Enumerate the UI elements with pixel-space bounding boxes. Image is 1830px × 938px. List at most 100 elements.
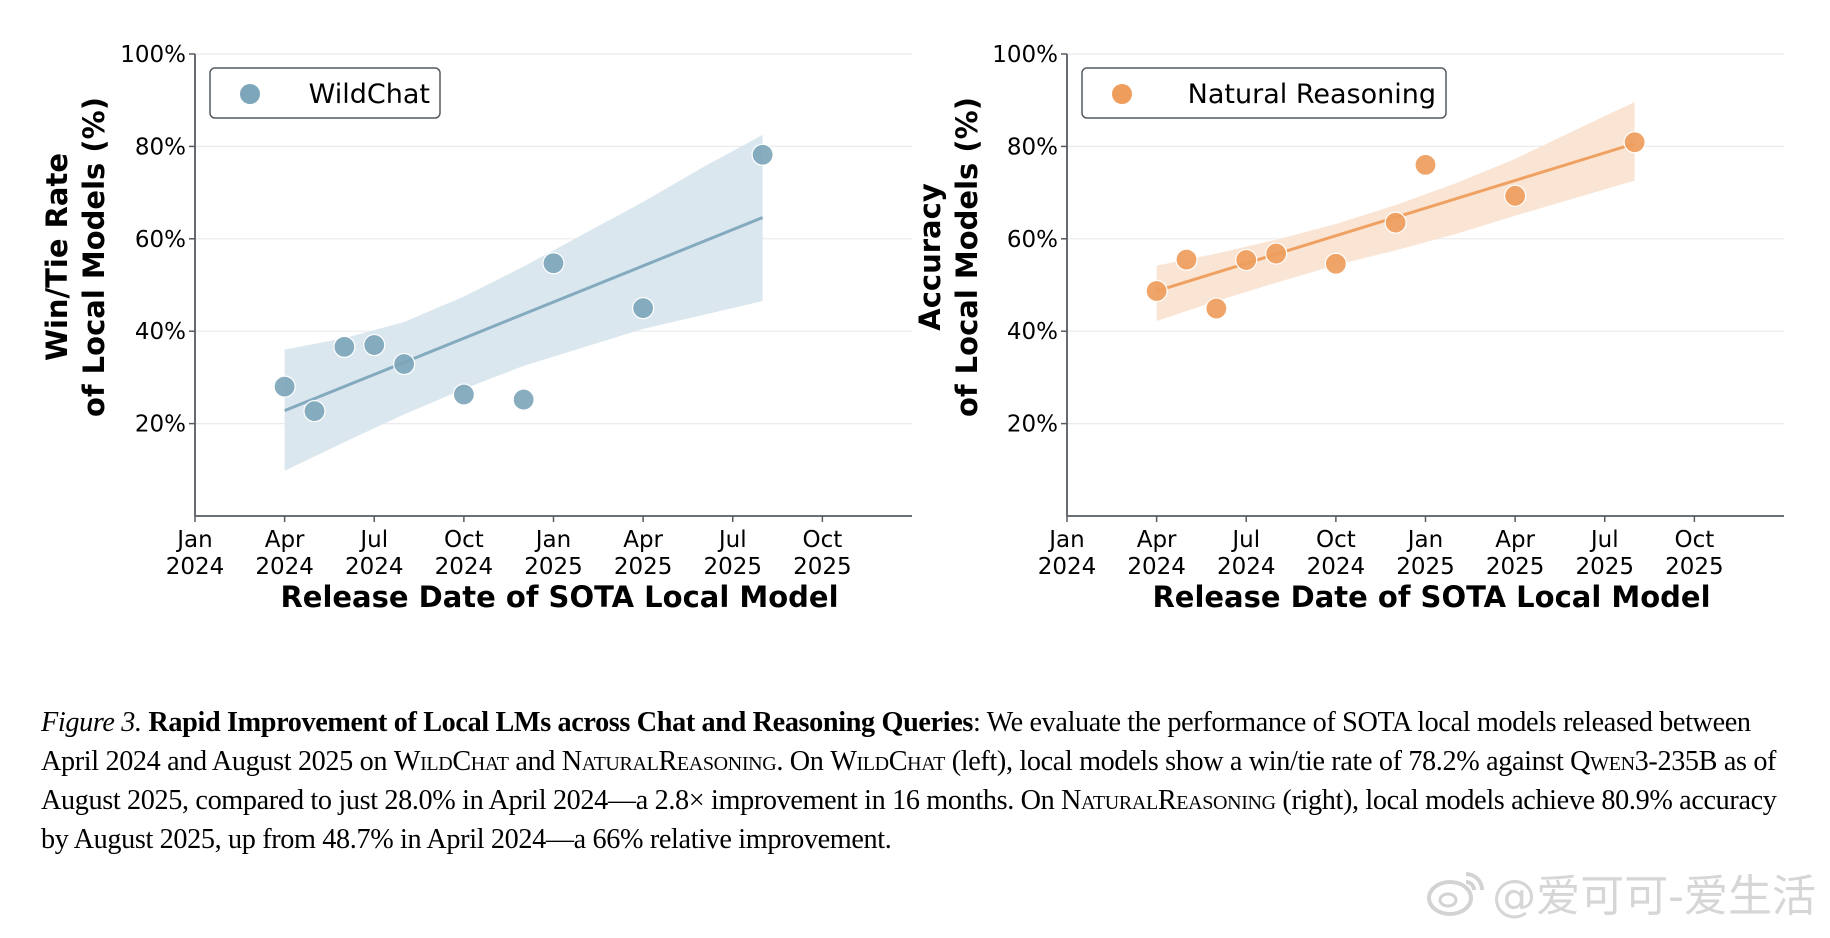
y-tick-label: 20% bbox=[1007, 412, 1058, 438]
caption-text: : We evaluate the performance of SOTA lo… bbox=[41, 707, 1751, 777]
data-point bbox=[393, 352, 416, 376]
legend: Natural Reasoning bbox=[1081, 67, 1447, 119]
confidence-band bbox=[284, 134, 763, 471]
x-tick-label-year: 2024 bbox=[1307, 554, 1366, 580]
x-tick-label-month: Apr bbox=[265, 527, 305, 553]
x-tick-label-year: 2025 bbox=[703, 554, 762, 580]
caption-text: (left), local models show a win/tie rate… bbox=[945, 746, 1571, 777]
x-tick-label-year: 2024 bbox=[435, 554, 494, 580]
x-tick-label-month: Jul bbox=[1230, 527, 1260, 553]
x-tick-label-year: 2024 bbox=[1038, 554, 1097, 580]
y-tick-label: 100% bbox=[992, 42, 1058, 68]
data-point bbox=[1265, 242, 1288, 265]
x-tick-label-year: 2025 bbox=[524, 554, 583, 580]
y-tick-label: 60% bbox=[1007, 227, 1058, 253]
y-axis-title-line1: Accuracy bbox=[913, 183, 947, 331]
y-tick-label: 40% bbox=[135, 319, 186, 345]
x-axis-title: Release Date of SOTA Local Model bbox=[1152, 580, 1710, 614]
natural-reasoning-chart: 20%40%60%80%100%Jan2024Apr2024Jul2024Oct… bbox=[913, 42, 1784, 614]
data-point bbox=[632, 297, 655, 320]
data-point bbox=[452, 383, 475, 406]
data-point bbox=[1205, 297, 1228, 320]
legend-box bbox=[1081, 67, 1447, 119]
trend-line bbox=[284, 216, 764, 413]
x-tick-label-year: 2024 bbox=[166, 554, 225, 580]
caption-text: and bbox=[508, 746, 562, 777]
dataset-name: NaturalReasoning bbox=[1061, 785, 1276, 816]
data-point bbox=[363, 333, 386, 357]
data-point bbox=[1504, 184, 1527, 207]
x-tick-label-month: Oct bbox=[1316, 527, 1356, 553]
x-tick-label-month: Jan bbox=[1047, 527, 1084, 553]
x-tick-label-month: Apr bbox=[1495, 527, 1535, 553]
caption-text: (right), local models achieve 80.9% accu… bbox=[41, 785, 1777, 855]
y-axis-title-line2: of Local Models (%) bbox=[77, 97, 111, 417]
legend-label: WildChat bbox=[309, 79, 430, 110]
caption-text: as of August 2025, compared to just 28.0… bbox=[41, 746, 1777, 816]
data-point bbox=[1175, 248, 1198, 271]
data-point bbox=[303, 400, 326, 423]
y-tick-label: 40% bbox=[1007, 319, 1058, 345]
figure-caption: Figure 3. Rapid Improvement of Local LMs… bbox=[41, 703, 1801, 859]
x-tick-label-month: Oct bbox=[1674, 527, 1714, 553]
x-axis-title: Release Date of SOTA Local Model bbox=[280, 580, 838, 614]
data-point bbox=[1324, 252, 1347, 275]
y-axis-title-line1: Win/Tie Rate bbox=[40, 153, 74, 361]
x-tick-label-month: Jan bbox=[175, 527, 212, 553]
caption-body: : We evaluate the performance of SOTA lo… bbox=[41, 707, 1777, 855]
x-tick-label-month: Apr bbox=[1137, 527, 1177, 553]
legend-label: Natural Reasoning bbox=[1188, 79, 1436, 110]
data-point bbox=[542, 252, 565, 275]
x-tick-label-year: 2024 bbox=[255, 554, 314, 580]
watermark-text: @爱可可-爱生活 bbox=[1492, 871, 1816, 922]
dataset-name: NaturalReasoning bbox=[561, 746, 777, 777]
y-tick-label: 80% bbox=[1007, 134, 1058, 160]
dataset-name: Qwen3-235B bbox=[1570, 746, 1718, 777]
x-tick-label-year: 2024 bbox=[345, 554, 404, 580]
x-tick-label-year: 2025 bbox=[1486, 554, 1545, 580]
x-tick-label-month: Jul bbox=[358, 527, 388, 553]
x-tick-label-month: Jan bbox=[1406, 527, 1443, 553]
data-point bbox=[273, 375, 296, 398]
legend: WildChat bbox=[209, 67, 441, 119]
x-tick-label-month: Jan bbox=[534, 527, 571, 553]
x-tick-label-year: 2025 bbox=[1396, 554, 1455, 580]
data-point bbox=[512, 388, 535, 411]
dataset-name: WildChat bbox=[830, 746, 946, 777]
x-tick-label-year: 2025 bbox=[1575, 554, 1634, 580]
figure-label: Figure 3. bbox=[41, 707, 142, 738]
x-tick-label-month: Apr bbox=[623, 527, 663, 553]
figure-title: Rapid Improvement of Local LMs across Ch… bbox=[148, 707, 973, 738]
x-tick-label-year: 2024 bbox=[1127, 554, 1186, 580]
data-point bbox=[1623, 131, 1646, 154]
y-tick-label: 100% bbox=[120, 42, 186, 68]
dataset-name: WildChat bbox=[393, 746, 509, 777]
x-tick-label-month: Jul bbox=[1589, 527, 1619, 553]
y-axis-title: Accuracy of Local Models (%) bbox=[913, 97, 984, 417]
y-axis-title-line2: of Local Models (%) bbox=[950, 97, 984, 417]
y-tick-label: 20% bbox=[135, 412, 186, 438]
data-point bbox=[1235, 248, 1258, 272]
legend-marker bbox=[240, 84, 260, 104]
x-tick-label-year: 2024 bbox=[1217, 554, 1276, 580]
x-tick-label-year: 2025 bbox=[793, 554, 852, 580]
legend-box bbox=[209, 67, 441, 119]
y-tick-label: 60% bbox=[135, 227, 186, 253]
weibo-icon bbox=[1427, 872, 1485, 916]
x-tick-label-month: Jul bbox=[717, 527, 747, 553]
y-axis-title: Win/Tie Rate of Local Models (%) bbox=[40, 97, 111, 417]
caption-text: . On bbox=[776, 746, 831, 777]
x-tick-label-month: Oct bbox=[802, 527, 842, 553]
wildchat-chart: 20%40%60%80%100%Jan2024Apr2024Jul2024Oct… bbox=[40, 42, 912, 614]
legend-marker bbox=[1112, 84, 1132, 104]
data-point bbox=[333, 335, 356, 359]
data-point bbox=[1145, 279, 1168, 303]
data-point bbox=[751, 143, 774, 166]
y-tick-label: 80% bbox=[135, 134, 186, 160]
data-point bbox=[1414, 153, 1437, 176]
watermark: @爱可可-爱生活 bbox=[1426, 860, 1816, 924]
x-tick-label-month: Oct bbox=[444, 527, 484, 553]
x-tick-label-year: 2025 bbox=[1665, 554, 1724, 580]
data-point bbox=[1384, 211, 1407, 234]
x-tick-label-year: 2025 bbox=[614, 554, 673, 580]
